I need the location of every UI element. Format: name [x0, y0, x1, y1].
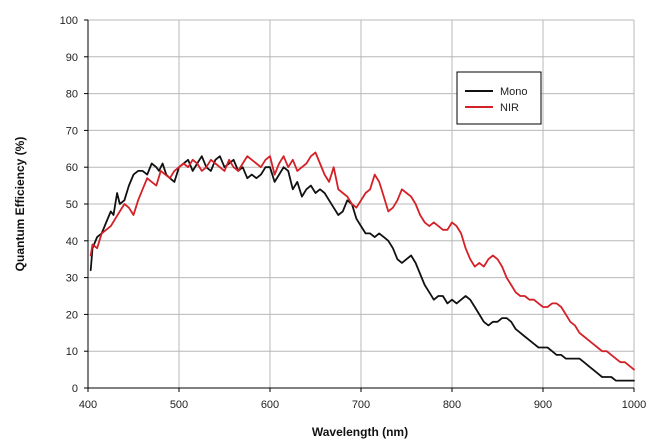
x-tick-label: 800 — [443, 399, 461, 411]
x-tick-label: 500 — [170, 399, 188, 411]
series-layer — [89, 151, 635, 382]
legend-label-mono: Mono — [500, 86, 528, 98]
x-tick-label: 400 — [79, 399, 97, 411]
legend-label-nir: NIR — [500, 102, 519, 114]
legend-box — [456, 71, 542, 125]
y-tick-label: 100 — [60, 15, 78, 27]
y-tick-label: 80 — [66, 89, 78, 101]
series-line-mono — [89, 155, 635, 382]
x-tick-label: 700 — [352, 399, 370, 411]
y-tick-label: 0 — [72, 383, 78, 395]
y-tick-label: 40 — [66, 236, 78, 248]
plot-frame — [84, 19, 635, 392]
y-axis-title: Quantum Efficiency (%) — [13, 137, 27, 272]
y-tick-label: 60 — [66, 162, 78, 174]
y-tick-labels: 0 10 20 30 40 50 60 70 80 90 100 — [60, 15, 78, 395]
y-tick-label: 70 — [66, 125, 78, 137]
x-tick-label: 1000 — [622, 399, 646, 411]
x-tick-label: 900 — [534, 399, 552, 411]
y-tick-label: 90 — [66, 52, 78, 64]
series-line-nir — [89, 151, 635, 371]
grid — [88, 19, 635, 388]
x-tick-labels: 400 500 600 700 800 900 1000 — [79, 399, 646, 411]
x-tick-label: 600 — [261, 399, 279, 411]
y-tick-label: 30 — [66, 273, 78, 285]
y-tick-label: 10 — [66, 346, 78, 358]
x-axis-title: Wavelength (nm) — [312, 425, 408, 439]
y-tick-label: 50 — [66, 199, 78, 211]
legend: Mono NIR — [456, 71, 542, 125]
y-tick-label: 20 — [66, 309, 78, 321]
